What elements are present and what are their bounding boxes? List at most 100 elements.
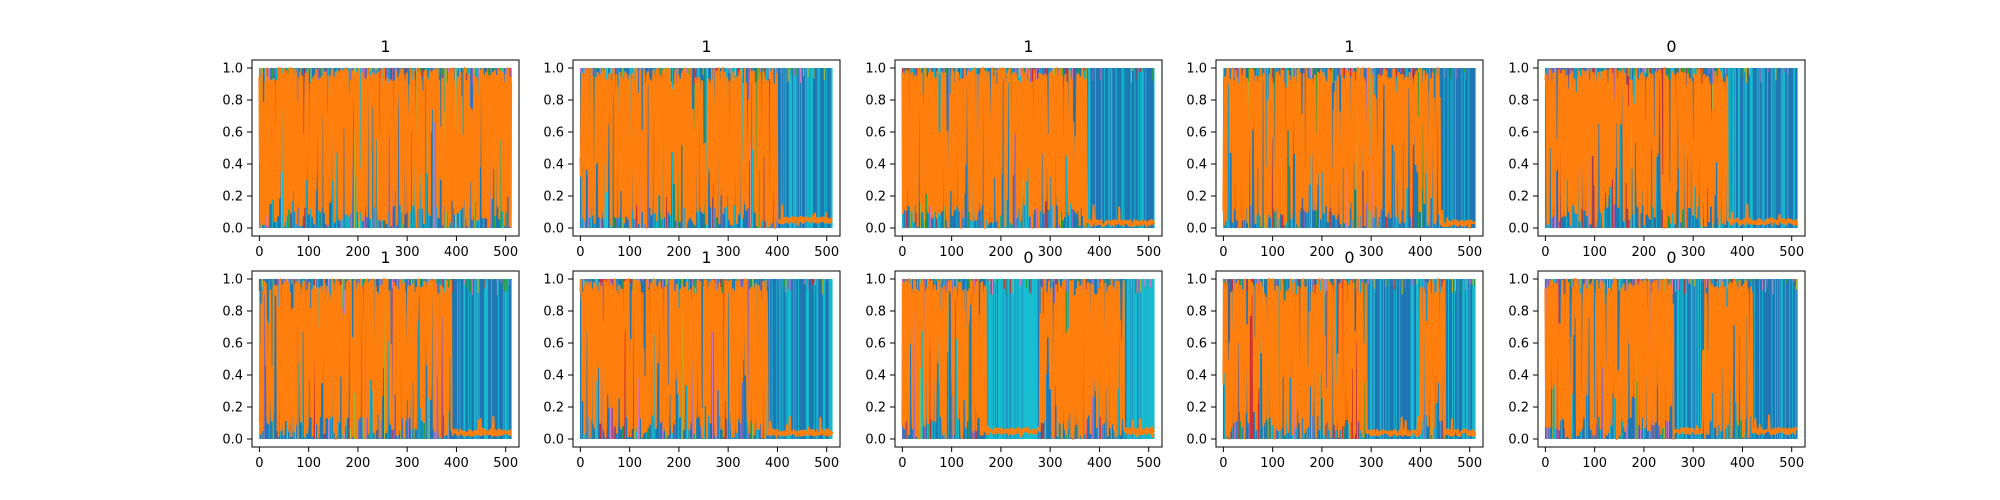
series-orange-line (579, 278, 834, 440)
x-tick-label: 400 (1408, 456, 1433, 471)
subplot-title: 0 (1344, 248, 1354, 267)
x-tick-label: 300 (395, 245, 420, 260)
x-tick-label: 100 (939, 456, 964, 471)
y-tick-label: 0.0 (1508, 433, 1529, 448)
x-tick-label: 100 (1582, 456, 1607, 471)
x-tick-label: 400 (765, 456, 790, 471)
x-tick-label: 300 (716, 456, 741, 471)
y-tick-label: 0.4 (1508, 158, 1529, 173)
y-tick-label: 0.4 (543, 158, 564, 173)
y-tick-label: 0.4 (222, 158, 243, 173)
plot-area (258, 278, 512, 440)
x-tick-label: 500 (1779, 456, 1804, 471)
x-tick-label: 100 (1260, 456, 1285, 471)
y-tick-label: 0.2 (865, 190, 886, 205)
y-tick-label: 1.0 (1186, 62, 1207, 77)
x-tick-label: 0 (898, 245, 906, 260)
x-tick-label: 300 (1038, 245, 1063, 260)
y-tick-label: 1.0 (1186, 273, 1207, 288)
x-tick-label: 100 (296, 245, 321, 260)
y-tick-label: 0.8 (543, 94, 564, 109)
axes-frame (572, 270, 841, 448)
y-tick-label: 0.2 (1508, 190, 1529, 205)
y-tick-label: 0.0 (1508, 222, 1529, 237)
x-tick-label: 200 (666, 245, 691, 260)
y-tick-label: 0.4 (222, 369, 243, 384)
x-tick-label: 300 (1038, 456, 1063, 471)
x-tick-label: 400 (444, 456, 469, 471)
y-tick-label: 0.6 (1508, 337, 1529, 352)
plot-area (1222, 67, 1477, 229)
plot-area (901, 67, 1156, 229)
series-orange-line (1222, 278, 1477, 440)
y-tick-label: 0.4 (865, 369, 886, 384)
subplot-5: 0 100 200 300 400 500 0.0 0.2 0.4 0.6 0.8 1.0 0 (1508, 37, 1806, 260)
subplot-title: 1 (380, 248, 390, 267)
y-tick-label: 1.0 (865, 273, 886, 288)
x-tick-label: 400 (1730, 456, 1755, 471)
y-tick-label: 1.0 (543, 62, 564, 77)
axes-frame (251, 59, 520, 237)
x-tick-label: 0 (1541, 456, 1549, 471)
x-tick-label: 300 (1359, 456, 1384, 471)
x-tick-label: 0 (1219, 456, 1227, 471)
y-tick-label: 0.8 (1508, 305, 1529, 320)
y-tick-label: 0.2 (865, 401, 886, 416)
y-tick-label: 0.8 (1186, 94, 1207, 109)
axes-frame (572, 59, 841, 237)
x-tick-label: 400 (1730, 245, 1755, 260)
x-tick-label: 500 (493, 245, 518, 260)
y-tick-label: 0.8 (222, 305, 243, 320)
plot-area (579, 67, 833, 229)
series-orange-line (901, 278, 1156, 440)
x-tick-label: 0 (1541, 245, 1549, 260)
y-tick-label: 0.8 (865, 305, 886, 320)
x-tick-label: 500 (814, 456, 839, 471)
y-tick-label: 0.6 (543, 126, 564, 141)
y-tick-label: 0.6 (865, 126, 886, 141)
x-tick-label: 100 (1582, 245, 1607, 260)
plot-area (1222, 278, 1477, 440)
y-tick-label: 0.6 (865, 337, 886, 352)
axes-frame (1215, 270, 1484, 448)
y-tick-label: 1.0 (543, 273, 564, 288)
x-tick-label: 400 (765, 245, 790, 260)
series-orange-line (258, 67, 513, 229)
x-tick-label: 500 (1136, 245, 1161, 260)
x-tick-label: 200 (345, 456, 370, 471)
y-tick-label: 0.2 (1186, 401, 1207, 416)
series-fleck-mark (1233, 279, 1474, 295)
subplot-3: 0 100 200 300 400 500 0.0 0.2 0.4 0.6 0.8 1.0 1 (865, 37, 1163, 260)
x-tick-label: 100 (296, 456, 321, 471)
y-tick-label: 0.6 (1186, 126, 1207, 141)
x-tick-label: 400 (1408, 245, 1433, 260)
axes-frame (1537, 59, 1806, 237)
y-tick-label: 0.0 (222, 433, 243, 448)
y-tick-label: 0.2 (222, 401, 243, 416)
y-tick-label: 0.2 (1186, 190, 1207, 205)
subplot-4: 0 100 200 300 400 500 0.0 0.2 0.4 0.6 0.8 1.0 1 (1186, 37, 1484, 260)
x-tick-label: 300 (1359, 245, 1384, 260)
plot-area (258, 67, 513, 229)
series-orange-line (1544, 67, 1799, 229)
y-tick-label: 0.6 (543, 337, 564, 352)
y-tick-label: 0.2 (1508, 401, 1529, 416)
subplot-9: 0 100 200 300 400 500 0.0 0.2 0.4 0.6 0.8 1.0 0 (1186, 248, 1484, 471)
axes-frame (1537, 270, 1806, 448)
y-tick-label: 0.4 (865, 158, 886, 173)
x-tick-label: 0 (898, 456, 906, 471)
x-tick-label: 500 (1457, 245, 1482, 260)
x-tick-label: 0 (576, 456, 584, 471)
y-tick-label: 0.0 (865, 433, 886, 448)
y-tick-label: 0.2 (543, 401, 564, 416)
series-fleck-mark (1227, 279, 1443, 295)
series-orange-line (1544, 278, 1799, 440)
subplot-title: 0 (1666, 248, 1676, 267)
x-tick-label: 400 (1087, 456, 1112, 471)
y-tick-label: 0.8 (1186, 305, 1207, 320)
subplot-6: 0 100 200 300 400 500 0.0 0.2 0.4 0.6 0.8 1.0 1 (222, 248, 520, 471)
y-tick-label: 0.4 (1186, 158, 1207, 173)
x-tick-label: 0 (255, 456, 263, 471)
y-tick-label: 0.0 (865, 222, 886, 237)
